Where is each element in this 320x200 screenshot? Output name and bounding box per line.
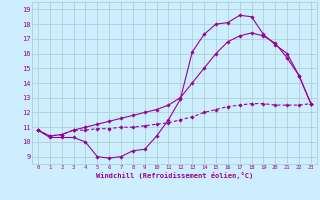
X-axis label: Windchill (Refroidissement éolien,°C): Windchill (Refroidissement éolien,°C) (96, 172, 253, 179)
